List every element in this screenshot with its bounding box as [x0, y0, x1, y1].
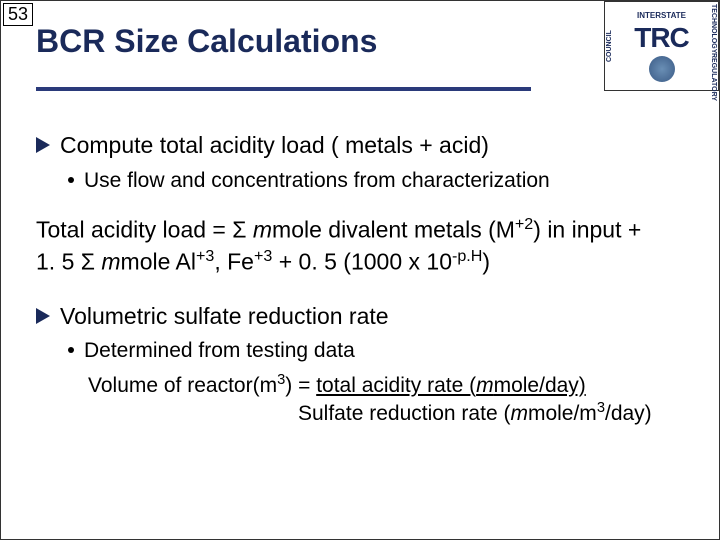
- bullet-1-text: Compute total acidity load ( metals + ac…: [60, 131, 489, 161]
- logo: COUNCIL INTERSTATE TRC TECHNOLOGY REGULA…: [604, 1, 719, 91]
- reactor-formula-line-2: Sulfate reduction rate (mmole/m3/day): [298, 399, 686, 427]
- formula-text: ) =: [285, 374, 316, 397]
- content-area: Compute total acidity load ( metals + ac…: [36, 131, 686, 427]
- bullet-2: Volumetric sulfate reduction rate: [36, 302, 686, 332]
- formula-sup: +3: [254, 247, 272, 265]
- triangle-icon: [36, 137, 50, 153]
- dot-icon: [68, 177, 74, 183]
- formula-text: mole Al: [121, 249, 196, 275]
- formula-sup: 3: [597, 400, 605, 416]
- dot-icon: [68, 347, 74, 353]
- logo-right-label: TECHNOLOGY REGULATORY: [709, 2, 718, 90]
- bullet-2-text: Volumetric sulfate reduction rate: [60, 302, 389, 332]
- bullet-2-sub: Determined from testing data: [36, 337, 686, 364]
- formula-line-2: 1. 5 Σ mmole Al+3, Fe+3 + 0. 5 (1000 x 1…: [36, 246, 686, 278]
- logo-left-label: COUNCIL: [605, 2, 614, 90]
- logo-top-label: INTERSTATE: [637, 11, 686, 20]
- slide-title: BCR Size Calculations: [36, 23, 377, 60]
- reactor-formula-line-1: Volume of reactor(m3) = total acidity ra…: [88, 371, 686, 399]
- logo-center: INTERSTATE TRC: [614, 2, 709, 90]
- title-underline: [36, 87, 531, 91]
- formula-italic: m: [476, 374, 494, 397]
- formula-text: mole divalent metals (M: [272, 217, 515, 243]
- bullet-2-sub-text: Determined from testing data: [84, 337, 355, 364]
- formula-line-1: Total acidity load = Σ mmole divalent me…: [36, 214, 686, 246]
- formula-text: + 0. 5 (1000 x 10: [272, 249, 452, 275]
- formula-text: /day): [605, 402, 652, 425]
- formula-underline: mole/day): [494, 374, 586, 397]
- formula-text: 1. 5 Σ: [36, 249, 101, 275]
- logo-left-text: COUNCIL: [606, 30, 613, 62]
- formula-italic: m: [101, 249, 120, 275]
- bullet-1-sub: Use flow and concentrations from charact…: [36, 167, 686, 194]
- formula-sup: +2: [515, 215, 533, 233]
- formula-sup: -p.H: [452, 247, 482, 265]
- formula-text: ): [482, 249, 490, 275]
- formula-text: Volume of reactor(m: [88, 374, 277, 397]
- bullet-1: Compute total acidity load ( metals + ac…: [36, 131, 686, 161]
- formula-block: Total acidity load = Σ mmole divalent me…: [36, 214, 686, 277]
- formula-italic: m: [510, 402, 528, 425]
- formula-text: ) in input +: [533, 217, 641, 243]
- formula-italic: m: [253, 217, 272, 243]
- bullet-1-sub-text: Use flow and concentrations from charact…: [84, 167, 550, 194]
- formula-sup: +3: [196, 247, 214, 265]
- formula-underline: total acidity rate (: [316, 374, 476, 397]
- logo-right-text-top: TECHNOLOGY: [710, 4, 717, 53]
- formula-text: Sulfate reduction rate (: [298, 402, 510, 425]
- formula-text: , Fe: [214, 249, 254, 275]
- page-number: 53: [3, 3, 33, 26]
- logo-right-text-bottom: REGULATORY: [710, 53, 717, 101]
- formula-text: Total acidity load = Σ: [36, 217, 253, 243]
- formula-text: mole/m: [528, 402, 597, 425]
- globe-icon: [649, 56, 675, 82]
- triangle-icon: [36, 308, 50, 324]
- logo-acronym: TRC: [634, 22, 689, 54]
